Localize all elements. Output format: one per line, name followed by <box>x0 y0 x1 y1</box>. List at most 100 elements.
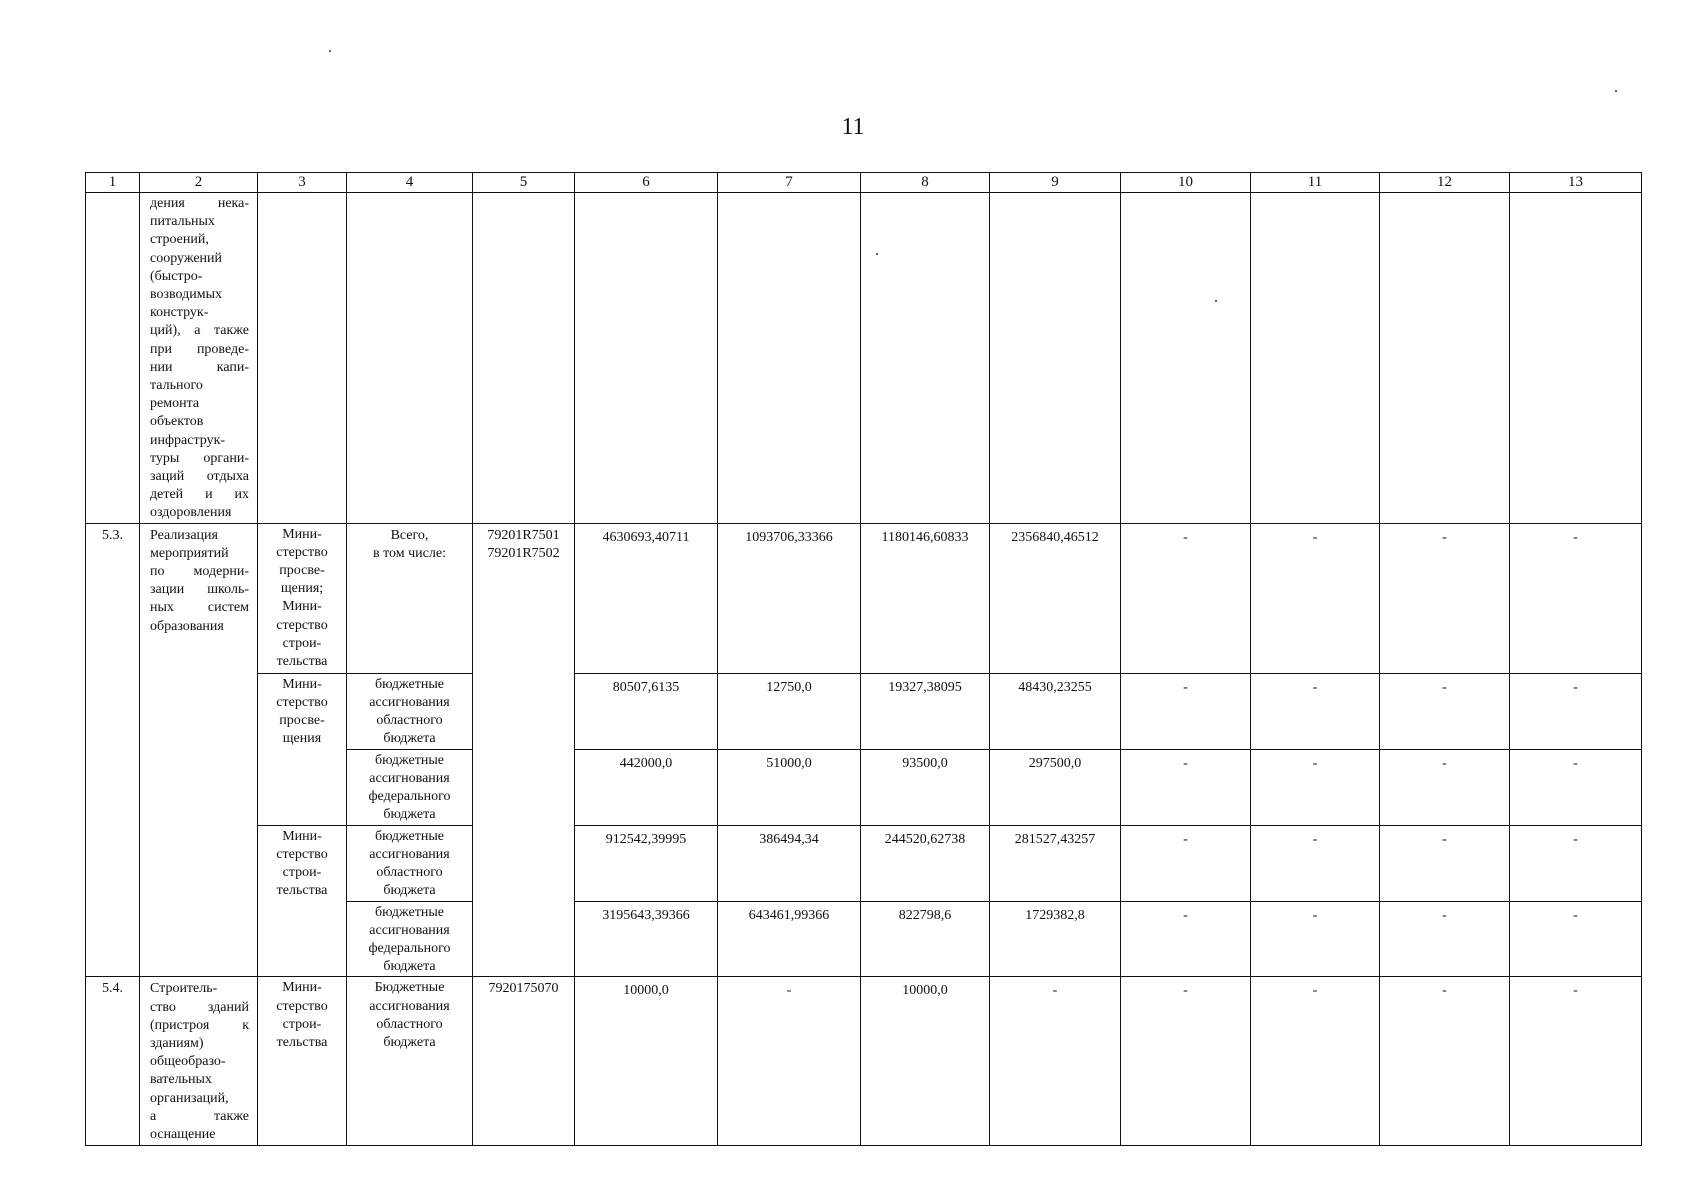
text-line: зации школь- <box>150 582 249 598</box>
executor: Мини- стерство просве- щения; Мини- стер… <box>257 522 347 674</box>
funding-source: бюджетные ассигнования областного бюджет… <box>346 672 473 750</box>
value-cell: - <box>1509 522 1642 674</box>
page-number: 11 <box>841 114 865 140</box>
column-header: 4 <box>346 172 473 193</box>
table-row-5-3-sub: Мини- стерство строи- тельства бюджетные… <box>86 824 1642 978</box>
text-line: тального <box>150 378 203 394</box>
value-cell: - <box>1120 748 1251 826</box>
budget-table: 1 2 3 4 5 6 7 8 9 10 11 12 13 дения нека-питальных ст… <box>85 172 1642 1147</box>
text-line: детей и их <box>150 487 249 503</box>
column-header: 13 <box>1509 172 1642 193</box>
value-cell: 19327,38095 <box>860 672 990 750</box>
value-cell: 2356840,46512 <box>989 522 1121 674</box>
column-header: 10 <box>1120 172 1251 193</box>
value-cell: - <box>1120 900 1251 978</box>
value-cell: 80507,6135 <box>574 672 718 750</box>
measure-name: Реализация мероприятий по модерни-зации шк… <box>139 522 258 978</box>
value-cell: - <box>989 976 1121 1147</box>
budget-code: 79201R7501 79201R7502 <box>472 522 575 978</box>
text-line: оздоровления <box>150 505 232 521</box>
value-cell: 4630693,40711 <box>574 522 718 674</box>
value-cell: 281527,43257 <box>989 824 1121 902</box>
text-line: общеобразо- <box>150 1054 226 1070</box>
value-cell: - <box>1120 824 1251 902</box>
scan-speck <box>1615 90 1617 92</box>
value-cell: - <box>1509 900 1642 978</box>
table-row-continuation: дения нека-питальных строений, сооружений (… <box>85 192 1642 524</box>
column-header: 2 <box>139 172 258 193</box>
value-cell: - <box>1250 522 1380 674</box>
value-cell: 51000,0 <box>717 748 861 826</box>
text-line: Строитель- <box>150 981 218 997</box>
funding-source: бюджетные ассигнования областного бюджет… <box>346 824 473 902</box>
value-cell: - <box>717 976 861 1147</box>
text-line: зданиям) <box>150 1036 204 1052</box>
value-cell: 643461,99366 <box>717 900 861 978</box>
table-row-5-3-sub: Мини- стерство просве- щения бюджетные а… <box>86 672 1642 826</box>
executor: Мини- стерство строи- тельства <box>257 976 347 1147</box>
text-line: ство зданий <box>150 999 249 1015</box>
executor: Мини- стерство строи- тельства <box>257 824 347 978</box>
table-row-5-4: 5.4. Строитель-ство зданий (пристроя к зда… <box>85 976 1642 1147</box>
measure-name: Строитель-ство зданий (пристроя к зданиям)… <box>139 976 258 1147</box>
text-line: инфраструк- <box>150 432 226 448</box>
text-line: по модерни- <box>150 564 249 580</box>
value-cell: - <box>1379 976 1510 1147</box>
table-row-5-3-sub: бюджетные ассигнования федерального бюдж… <box>86 900 1642 978</box>
text-line: ций), а также <box>150 323 249 339</box>
executor: Мини- стерство просве- щения <box>257 672 347 826</box>
value-cell: - <box>1509 824 1642 902</box>
column-header: 5 <box>472 172 575 193</box>
value-cell: - <box>1250 748 1380 826</box>
text-line: ремонта <box>150 396 200 412</box>
column-header: 11 <box>1250 172 1380 193</box>
text-line: ных систем <box>150 600 249 616</box>
text-line: организаций, <box>150 1090 229 1106</box>
text-line: возводимых <box>150 287 223 303</box>
text-line: Реализация <box>150 527 218 543</box>
value-cell: 10000,0 <box>574 976 718 1147</box>
funding-source: Бюджетные ассигнования областного бюджет… <box>346 976 473 1147</box>
text-line: оснащение <box>150 1127 216 1143</box>
text-line: (пристроя к <box>150 1017 249 1033</box>
text-line: строений, <box>150 232 209 248</box>
text-line: конструк- <box>150 305 209 321</box>
column-header: 6 <box>574 172 718 193</box>
column-header: 3 <box>257 172 347 193</box>
value-cell: 1093706,33366 <box>717 522 861 674</box>
value-cell: - <box>1509 976 1642 1147</box>
value-cell: 3195643,39366 <box>574 900 718 978</box>
budget-code: 7920175070 <box>472 976 575 1147</box>
column-header: 7 <box>717 172 861 193</box>
value-cell: 12750,0 <box>717 672 861 750</box>
column-header: 9 <box>989 172 1121 193</box>
value-cell: - <box>1250 900 1380 978</box>
text-line: туры органи- <box>150 450 249 466</box>
funding-source: Всего, в том числе: <box>346 522 473 674</box>
value-cell: - <box>1120 522 1251 674</box>
text-line: вательных <box>150 1072 212 1088</box>
value-cell: 244520,62738 <box>860 824 990 902</box>
cell <box>85 192 140 524</box>
text-line: нии капи- <box>150 359 249 375</box>
value-cell: - <box>1509 672 1642 750</box>
value-cell: - <box>1120 976 1251 1147</box>
scan-speck <box>329 50 331 52</box>
text-line: образования <box>150 618 224 634</box>
value-cell: - <box>1250 824 1380 902</box>
value-cell: 93500,0 <box>860 748 990 826</box>
value-cell: - <box>1509 748 1642 826</box>
text-line: заций отдыха <box>150 469 249 485</box>
text-line: (быстро- <box>150 268 203 284</box>
value-cell: - <box>1379 824 1510 902</box>
item-number: 5.4. <box>85 976 140 1147</box>
item-number: 5.3. <box>85 522 140 978</box>
value-cell: - <box>1379 748 1510 826</box>
column-number-header: 1 2 3 4 5 6 7 8 9 10 11 12 13 <box>85 172 1642 193</box>
text-line: объектов <box>150 414 204 430</box>
funding-source: бюджетные ассигнования федерального бюдж… <box>346 748 473 826</box>
value-cell: 822798,6 <box>860 900 990 978</box>
value-cell: 386494,34 <box>717 824 861 902</box>
value-cell: - <box>1120 672 1251 750</box>
text-line: при проведе- <box>150 341 249 357</box>
